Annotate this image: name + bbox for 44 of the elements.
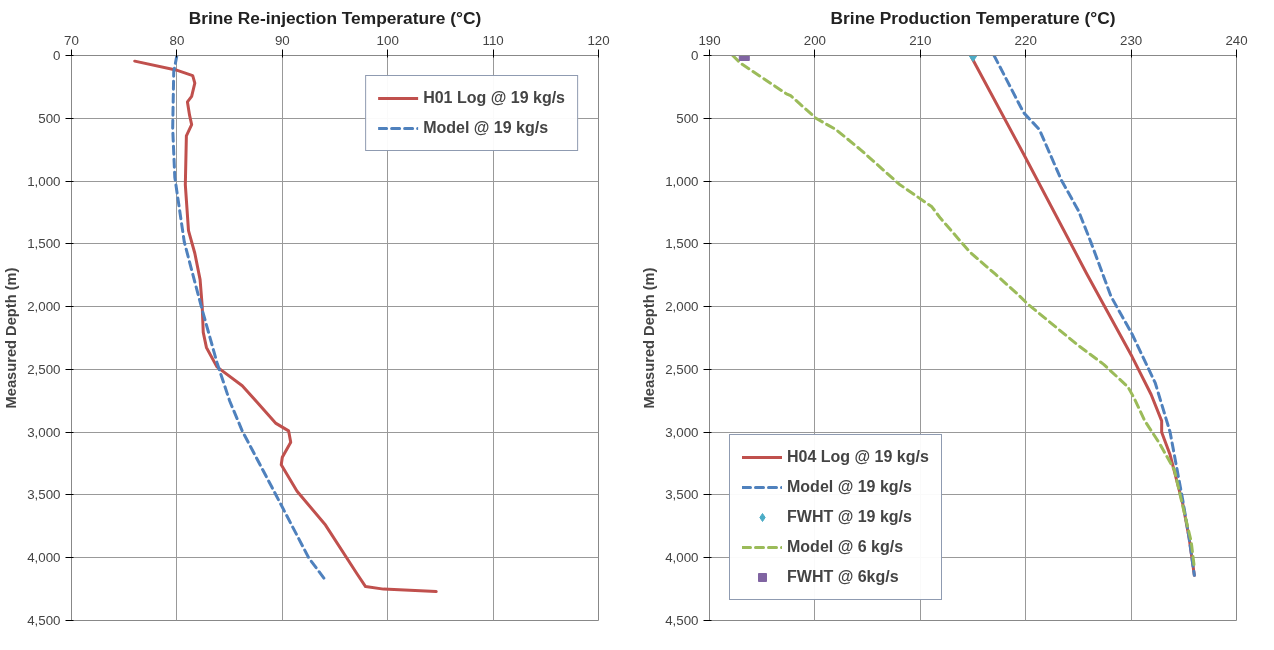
- y-tick-label: 2,000: [665, 299, 699, 315]
- y-tick-label: 1,000: [665, 173, 699, 189]
- y-tick-label: 4,500: [27, 613, 61, 628]
- y-tick-label: 1,500: [665, 236, 699, 252]
- x-tick-label: 200: [803, 32, 827, 48]
- chart-title: Brine Production Temperature (°C): [830, 7, 1116, 28]
- y-tick-label: 4,000: [27, 550, 61, 566]
- y-tick-label: 3,500: [665, 487, 699, 503]
- y-axis-title: Measured Depth (m): [641, 267, 658, 409]
- y-tick-label: 3,500: [27, 487, 61, 503]
- y-tick-label: 3,000: [27, 424, 61, 440]
- y-tick-label: 2,500: [27, 361, 61, 377]
- y-tick-label: 0: [691, 48, 699, 63]
- y-tick-label: 1,000: [27, 173, 61, 189]
- y-tick-label: 3,000: [665, 424, 699, 440]
- legend-label: FWHT @ 6kg/s: [787, 568, 899, 586]
- y-axis-title: Measured Depth (m): [3, 267, 20, 409]
- y-tick-label: 4,000: [665, 550, 699, 566]
- y-tick-label: 500: [38, 110, 61, 126]
- legend-label: FWHT @ 19 kg/s: [787, 508, 912, 526]
- x-tick-label: 190: [698, 32, 721, 48]
- y-tick-label: 500: [676, 110, 699, 126]
- x-tick-label: 80: [169, 32, 185, 48]
- y-tick-label: 4,500: [665, 613, 699, 628]
- legend-label: Model @ 19 kg/s: [787, 478, 912, 496]
- x-tick-label: 70: [64, 32, 79, 48]
- line-series: [171, 55, 328, 582]
- x-tick-label: 220: [1014, 32, 1037, 48]
- y-tick-label: 2,500: [665, 361, 699, 377]
- legend-label: Model @ 6 kg/s: [787, 538, 904, 556]
- x-tick-label: 230: [1119, 32, 1143, 48]
- legend-label: H04 Log @ 19 kg/s: [787, 448, 929, 466]
- x-tick-label: 120: [587, 32, 610, 48]
- y-tick-label: 1,500: [27, 236, 61, 252]
- x-tick-label: 240: [1225, 32, 1248, 48]
- y-tick-label: 0: [53, 48, 61, 63]
- chart-title: Brine Re-injection Temperature (°C): [188, 7, 482, 28]
- x-tick-label: 110: [482, 32, 504, 48]
- legend-label: H01 Log @ 19 kg/s: [423, 89, 565, 107]
- x-tick-label: 210: [909, 32, 932, 48]
- x-tick-label: 100: [376, 32, 399, 48]
- x-tick-label: 90: [274, 32, 290, 48]
- y-tick-label: 2,000: [27, 299, 61, 315]
- legend-label: Model @ 19 kg/s: [423, 119, 549, 137]
